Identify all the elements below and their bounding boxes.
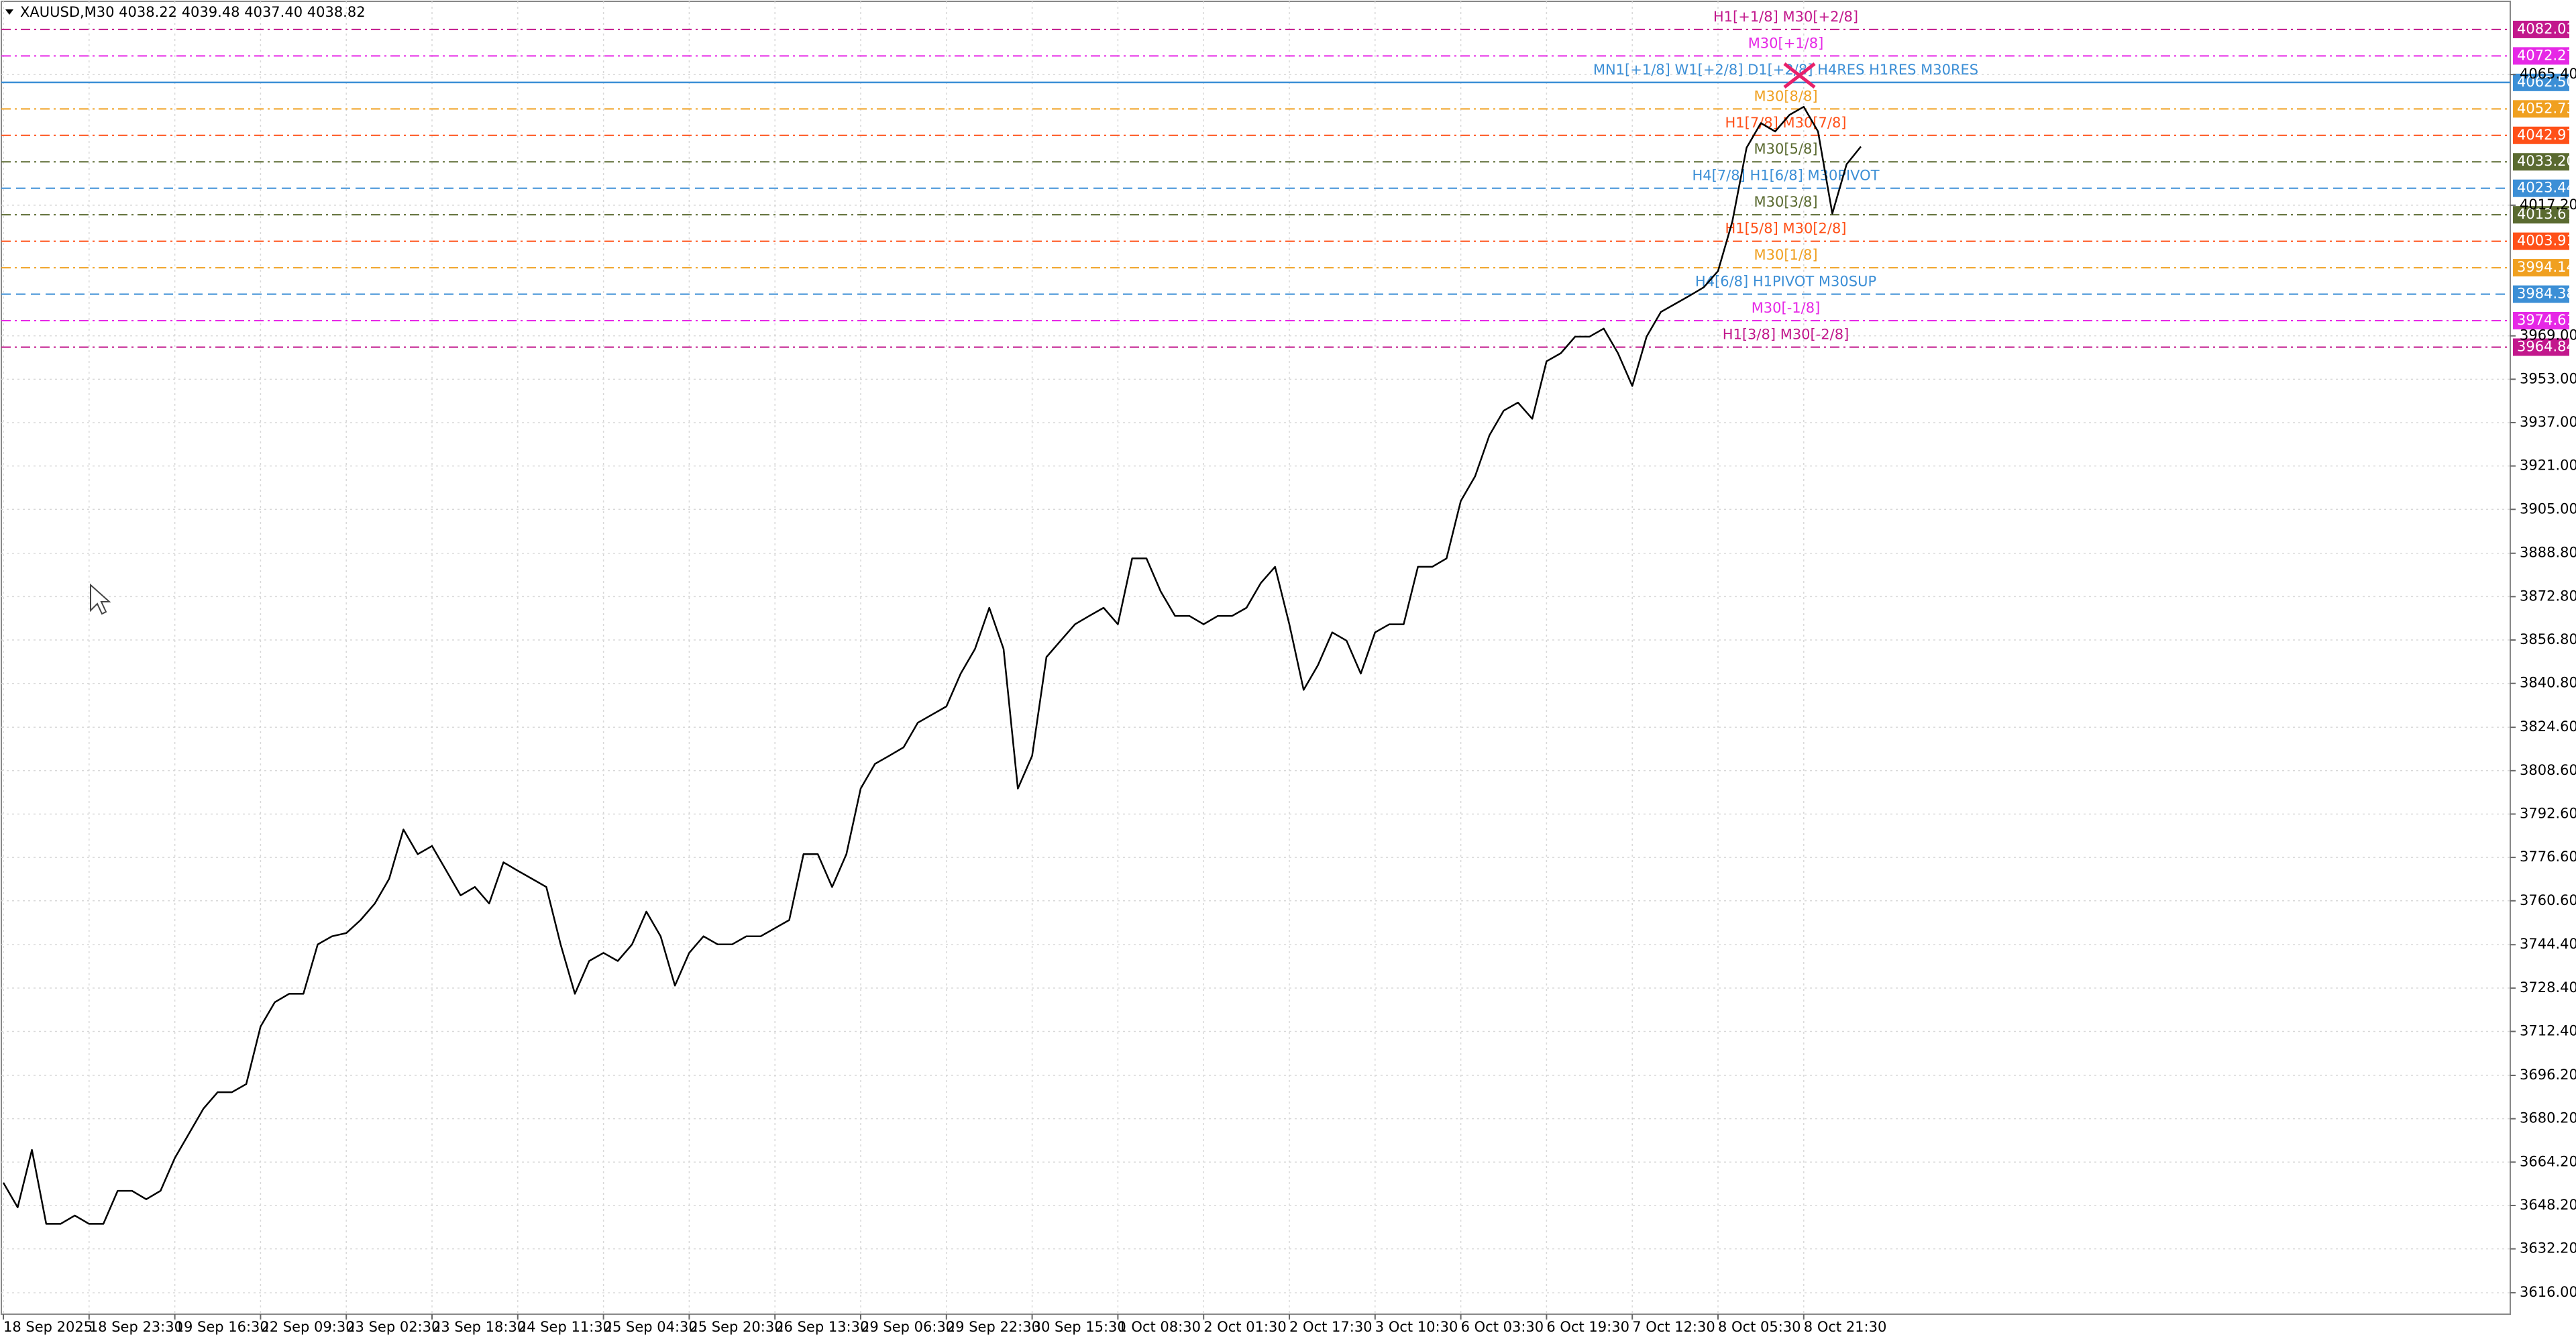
menu-arrow [5, 9, 13, 15]
x-tick-label: 18 Sep 2025 [3, 1319, 93, 1335]
level-label: H1[5/8] M30[2/8] [1725, 221, 1846, 237]
price-tag [2513, 338, 2569, 356]
x-tick-label: 23 Sep 18:30 [432, 1319, 526, 1335]
y-tick-label: 3744.40 [2520, 936, 2576, 952]
price-tag [2513, 179, 2569, 197]
marker-cross [1783, 62, 1816, 89]
y-tick-label: 3792.60 [2520, 805, 2576, 821]
y-tick-label: 3969.00 [2520, 327, 2576, 343]
price-line [2, 105, 1862, 1225]
price-tag-label: 4013.67 [2517, 206, 2575, 222]
y-tick-label: 3712.40 [2520, 1023, 2576, 1039]
x-tick-label: 7 Oct 12:30 [1632, 1319, 1715, 1335]
x-tick-label: 19 Sep 16:30 [175, 1319, 269, 1335]
level-label: H4[6/8] H1PIVOT M30SUP [1695, 274, 1876, 290]
grid [1, 1, 2510, 1314]
price-tag-label: 4082.03 [2517, 21, 2575, 37]
y-tick-label: 3953.00 [2520, 370, 2576, 386]
price-tag [2513, 206, 2569, 224]
x-tick-label: 30 Sep 15:30 [1032, 1319, 1126, 1335]
x-tick-label: 29 Sep 22:30 [947, 1319, 1040, 1335]
price-tag-label: 3964.84 [2517, 338, 2575, 354]
y-tick-label: 3776.60 [2520, 849, 2576, 865]
price-tag [2513, 311, 2569, 329]
y-tick-label: 3808.60 [2520, 762, 2576, 778]
price-tag [2513, 285, 2569, 303]
price-tag [2513, 126, 2569, 144]
y-tick-label: 3616.00 [2520, 1284, 2576, 1300]
x-tick-label: 8 Oct 21:30 [1804, 1319, 1887, 1335]
level-label: M30[5/8] [1754, 141, 1817, 157]
x-tick-label: 18 Sep 23:30 [89, 1319, 183, 1335]
price-tag-label: 3984.38 [2517, 286, 2575, 302]
x-tick-label: 25 Sep 20:30 [689, 1319, 783, 1335]
level-label: M30[8/8] [1754, 88, 1817, 104]
price-tag-label: 4062.50 [2517, 74, 2575, 90]
level-label: H1[+1/8] M30[+2/8] [1713, 9, 1858, 25]
price-tag-label: 4033.20 [2517, 153, 2575, 169]
x-tick-label: 2 Oct 17:30 [1289, 1319, 1373, 1335]
level-label: H1[7/8] M30[7/8] [1725, 115, 1846, 131]
y-tick-label: 3824.60 [2520, 718, 2576, 735]
series [2, 105, 1862, 1225]
y-tick-label: 3680.20 [2520, 1110, 2576, 1126]
x-tick-label: 25 Sep 04:30 [604, 1319, 698, 1335]
x-tick-label: 22 Sep 09:30 [260, 1319, 354, 1335]
x-tick-label: 26 Sep 13:30 [775, 1319, 869, 1335]
x-tick-label: 23 Sep 02:30 [346, 1319, 440, 1335]
y-tick-label: 3664.20 [2520, 1153, 2576, 1169]
price-tag-label: 4072.27 [2517, 47, 2575, 63]
x-tick-label: 3 Oct 10:30 [1375, 1319, 1458, 1335]
price-tag [2513, 100, 2569, 118]
price-tag-label: 3974.61 [2517, 312, 2575, 328]
price-tag-label: 4003.91 [2517, 233, 2575, 249]
y-tick-label: 3696.20 [2520, 1067, 2576, 1083]
levels: H1[+1/8] M30[+2/8] 4082.03 M30[+1/8] 4072.2… [1, 9, 2575, 356]
y-tick-label: 3632.20 [2520, 1240, 2576, 1256]
level-label: M30[1/8] [1754, 247, 1817, 263]
chart-title: XAUUSD,M30 4038.22 4039.48 4037.40 4038.… [20, 4, 366, 20]
level-label: H1[3/8] M30[-2/8] [1723, 326, 1849, 342]
level-label: M30[-1/8] [1752, 300, 1821, 316]
y-tick-label: 3856.80 [2520, 631, 2576, 647]
level-label: M30[3/8] [1754, 194, 1817, 210]
y-tick-label: 4017.20 [2520, 197, 2576, 213]
y-tick-label: 3872.80 [2520, 588, 2576, 604]
mouse-cursor [90, 583, 111, 615]
y-tick-label: 4065.40 [2520, 66, 2576, 82]
level-label: H4[7/8] H1[6/8] M30PIVOT [1692, 168, 1879, 184]
level-label: M30[+1/8] [1748, 35, 1824, 51]
price-tag [2513, 20, 2569, 38]
axes: 3616.00 3632.20 3648.20 3664.20 3680.20 3696.… [3, 66, 2576, 1335]
price-tag-label: 4052.73 [2517, 100, 2575, 116]
x-tick-label: 6 Oct 19:30 [1546, 1319, 1629, 1335]
x-tick-label: 2 Oct 01:30 [1203, 1319, 1287, 1335]
x-tick-label: 29 Sep 06:30 [861, 1319, 955, 1335]
y-tick-label: 3760.60 [2520, 892, 2576, 908]
price-tag [2513, 153, 2569, 171]
price-tag [2513, 232, 2569, 250]
x-tick-label: 24 Sep 11:30 [518, 1319, 612, 1335]
plot-frame [1, 1, 2511, 1315]
price-tag-label: 4023.44 [2517, 180, 2575, 196]
y-tick-label: 3888.80 [2520, 545, 2576, 561]
y-tick-label: 3921.00 [2520, 458, 2576, 474]
price-tag-label: 4042.97 [2517, 127, 2575, 143]
y-tick-label: 3648.20 [2520, 1197, 2576, 1213]
price-tag [2513, 47, 2569, 65]
price-tag [2513, 259, 2569, 277]
y-tick-label: 3937.00 [2520, 414, 2576, 430]
y-tick-label: 3728.40 [2520, 979, 2576, 996]
x-tick-label: 1 Oct 08:30 [1118, 1319, 1201, 1335]
x-tick-label: 8 Oct 05:30 [1718, 1319, 1801, 1335]
x-tick-label: 6 Oct 03:30 [1461, 1319, 1544, 1335]
y-tick-label: 3840.80 [2520, 675, 2576, 691]
price-tag-label: 3994.14 [2517, 259, 2575, 275]
y-tick-label: 3905.00 [2520, 500, 2576, 517]
price-tag [2513, 73, 2569, 91]
